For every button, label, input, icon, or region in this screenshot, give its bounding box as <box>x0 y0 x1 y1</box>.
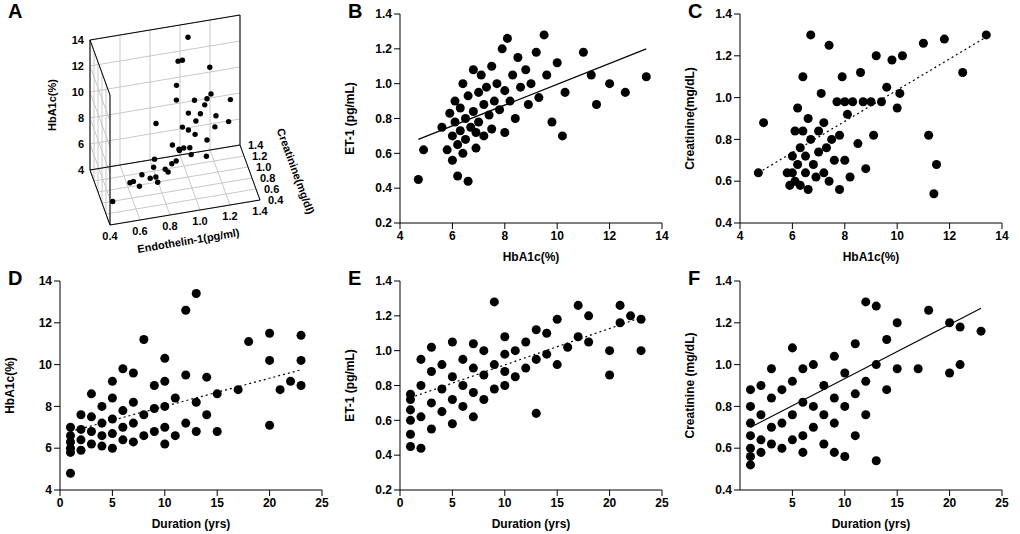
svg-text:4: 4 <box>78 164 85 176</box>
svg-text:0.4: 0.4 <box>102 230 118 242</box>
svg-text:0.6: 0.6 <box>375 147 392 161</box>
svg-text:20: 20 <box>943 496 957 510</box>
svg-text:0.2: 0.2 <box>375 216 392 230</box>
svg-text:12: 12 <box>72 60 84 72</box>
svg-text:8: 8 <box>45 400 52 414</box>
svg-text:0.6: 0.6 <box>715 441 732 455</box>
svg-text:1.4: 1.4 <box>252 205 268 217</box>
svg-text:25: 25 <box>995 496 1009 510</box>
svg-text:0.6: 0.6 <box>132 225 147 237</box>
svg-text:Endothelin-1(pg/ml): Endothelin-1(pg/ml) <box>136 226 240 255</box>
svg-text:1.2: 1.2 <box>715 316 732 330</box>
svg-text:6: 6 <box>45 441 52 455</box>
svg-text:1.4: 1.4 <box>375 7 392 21</box>
svg-text:10: 10 <box>498 496 512 510</box>
svg-text:6: 6 <box>449 229 456 243</box>
svg-text:0.8: 0.8 <box>162 220 177 232</box>
svg-text:0.4: 0.4 <box>715 216 732 230</box>
svg-text:Duration (yrs): Duration (yrs) <box>152 517 231 531</box>
svg-text:8: 8 <box>78 112 84 124</box>
svg-text:15: 15 <box>891 496 905 510</box>
svg-text:0.4: 0.4 <box>268 194 284 206</box>
svg-text:6: 6 <box>789 229 796 243</box>
svg-text:14: 14 <box>995 229 1009 243</box>
svg-text:1.0: 1.0 <box>375 344 392 358</box>
svg-text:HbA1c(%): HbA1c(%) <box>843 250 900 264</box>
svg-text:5: 5 <box>109 496 116 510</box>
svg-text:5: 5 <box>789 496 796 510</box>
svg-text:1.2: 1.2 <box>715 49 732 63</box>
svg-text:4: 4 <box>397 229 404 243</box>
svg-text:1.4: 1.4 <box>248 139 264 151</box>
svg-text:8: 8 <box>841 229 848 243</box>
svg-text:1.0: 1.0 <box>715 91 732 105</box>
svg-text:Creatinine (mg/dL): Creatinine (mg/dL) <box>683 332 697 438</box>
svg-text:1.2: 1.2 <box>252 150 267 162</box>
svg-text:20: 20 <box>603 496 617 510</box>
html-text:E: E <box>348 267 362 289</box>
html-text:A: A <box>8 0 23 22</box>
svg-text:HbA1c(%): HbA1c(%) <box>503 250 560 264</box>
svg-text:0: 0 <box>57 496 64 510</box>
svg-text:0.4: 0.4 <box>375 448 392 462</box>
svg-text:1.0: 1.0 <box>192 215 207 227</box>
svg-text:1.0: 1.0 <box>375 77 392 91</box>
svg-text:25: 25 <box>315 496 329 510</box>
svg-text:0.4: 0.4 <box>375 181 392 195</box>
html-text:F: F <box>688 267 701 289</box>
svg-text:ET-1 (pg/mL): ET-1 (pg/mL) <box>343 349 357 422</box>
svg-text:0.6: 0.6 <box>715 174 732 188</box>
html-text:B: B <box>348 0 363 22</box>
svg-text:10: 10 <box>72 86 84 98</box>
svg-text:14: 14 <box>655 229 669 243</box>
svg-text:10: 10 <box>891 229 905 243</box>
svg-text:0.6: 0.6 <box>375 414 392 428</box>
svg-text:12: 12 <box>39 316 53 330</box>
svg-text:4: 4 <box>737 229 744 243</box>
svg-text:0.2: 0.2 <box>375 483 392 497</box>
svg-text:ET-1 (pg/mL): ET-1 (pg/mL) <box>343 82 357 155</box>
svg-text:12: 12 <box>603 229 617 243</box>
svg-text:20: 20 <box>263 496 277 510</box>
svg-text:0.8: 0.8 <box>260 172 275 184</box>
svg-text:1.2: 1.2 <box>375 42 392 56</box>
svg-text:14: 14 <box>72 34 85 46</box>
svg-text:5: 5 <box>449 496 456 510</box>
svg-text:Duration (yrs): Duration (yrs) <box>832 517 911 531</box>
svg-text:0.6: 0.6 <box>264 183 279 195</box>
svg-text:10: 10 <box>158 496 172 510</box>
svg-text:HbA1c(%): HbA1c(%) <box>46 79 58 131</box>
svg-text:Creatinine(mg/dL): Creatinine(mg/dL) <box>683 67 697 170</box>
svg-text:0.8: 0.8 <box>715 133 732 147</box>
svg-text:1.0: 1.0 <box>256 161 271 173</box>
svg-text:0.8: 0.8 <box>375 379 392 393</box>
svg-text:10: 10 <box>39 358 53 372</box>
svg-text:0.8: 0.8 <box>715 400 732 414</box>
html-text:D: D <box>8 267 23 289</box>
svg-text:6: 6 <box>78 138 84 150</box>
svg-text:1.4: 1.4 <box>715 274 732 288</box>
svg-text:0: 0 <box>397 496 404 510</box>
svg-text:0.8: 0.8 <box>375 112 392 126</box>
svg-text:1.2: 1.2 <box>375 309 392 323</box>
svg-text:4: 4 <box>45 483 52 497</box>
svg-text:Duration (yrs): Duration (yrs) <box>492 517 571 531</box>
svg-text:10: 10 <box>551 229 565 243</box>
svg-text:1.4: 1.4 <box>375 274 392 288</box>
svg-text:14: 14 <box>39 274 53 288</box>
svg-text:25: 25 <box>655 496 669 510</box>
svg-text:15: 15 <box>551 496 565 510</box>
svg-text:HbA1c(%): HbA1c(%) <box>8 357 17 414</box>
html-text:C: C <box>688 0 703 22</box>
svg-text:1.2: 1.2 <box>222 210 237 222</box>
svg-text:15: 15 <box>211 496 225 510</box>
svg-text:1.4: 1.4 <box>715 7 732 21</box>
svg-text:10: 10 <box>838 496 852 510</box>
svg-text:1.0: 1.0 <box>715 358 732 372</box>
svg-text:8: 8 <box>501 229 508 243</box>
svg-text:Creatinine(mg/dl): Creatinine(mg/dl) <box>275 127 317 216</box>
svg-text:0.4: 0.4 <box>715 483 732 497</box>
svg-text:12: 12 <box>943 229 957 243</box>
